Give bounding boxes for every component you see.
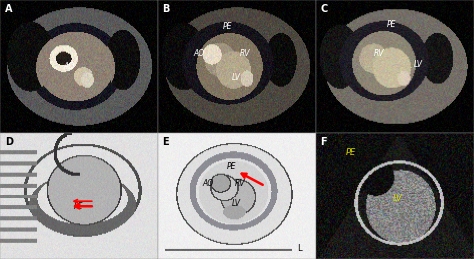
Text: F: F — [320, 137, 327, 147]
Text: LV: LV — [393, 194, 403, 203]
Text: PE: PE — [346, 148, 356, 157]
Text: RV: RV — [374, 49, 384, 58]
Text: PE: PE — [74, 202, 84, 211]
Text: E: E — [163, 137, 169, 147]
Text: RV: RV — [239, 49, 250, 58]
Text: B: B — [163, 4, 170, 14]
Text: AO: AO — [203, 179, 214, 188]
Text: D: D — [5, 137, 13, 147]
Text: LV: LV — [232, 73, 241, 82]
Text: C: C — [320, 4, 328, 14]
Text: PE: PE — [227, 162, 237, 170]
Text: PE: PE — [222, 22, 232, 31]
Text: LV: LV — [232, 199, 241, 208]
Text: A: A — [5, 4, 12, 14]
Text: AO: AO — [193, 49, 204, 58]
Text: AO: AO — [64, 62, 75, 71]
Text: RV: RV — [235, 179, 245, 188]
Text: L: L — [298, 244, 302, 254]
Text: LV: LV — [414, 60, 423, 69]
Text: PE: PE — [387, 19, 396, 28]
